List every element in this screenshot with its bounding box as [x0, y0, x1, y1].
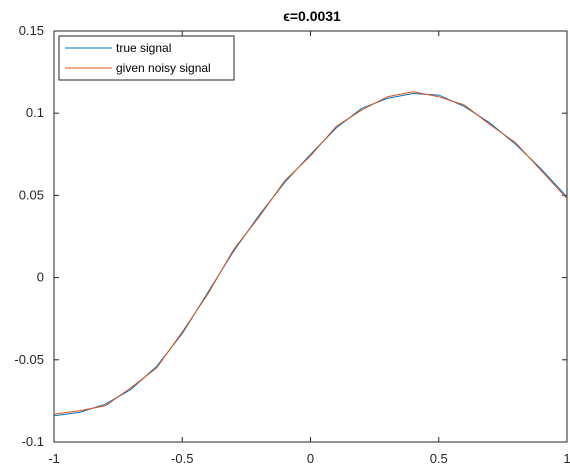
y-tick-label: -0.05	[14, 352, 44, 367]
tick-labels: -1 -0.5 0 0.5 1 -0.1 -0.05 0 0.05 0.1 0.15	[14, 23, 570, 466]
legend: true signal given noisy signal	[58, 35, 235, 81]
y-tick-label: 0.1	[26, 105, 44, 120]
legend-label-noisy-signal: given noisy signal	[116, 61, 211, 75]
x-tick-label: 1	[563, 451, 570, 466]
axis-ticks	[53, 30, 568, 443]
x-tick-label: -1	[48, 451, 60, 466]
x-tick-label: 0	[307, 451, 314, 466]
chart-title: ϵ=0.0031	[283, 8, 341, 24]
x-tick-label: -0.5	[171, 451, 193, 466]
legend-box	[58, 35, 235, 81]
y-tick-label: 0.05	[19, 187, 44, 202]
plot-area: -1 -0.5 0 0.5 1 -0.1 -0.05 0 0.05 0.1 0.15	[14, 23, 570, 466]
legend-label-true-signal: true signal	[116, 41, 171, 55]
axes-box	[53, 30, 568, 443]
y-tick-label: 0	[37, 270, 44, 285]
series-line-1	[53, 91, 568, 415]
x-tick-label: 0.5	[430, 451, 448, 466]
y-tick-label: -0.1	[22, 434, 44, 449]
series-layer	[53, 91, 568, 417]
y-tick-label: 0.15	[19, 23, 44, 38]
